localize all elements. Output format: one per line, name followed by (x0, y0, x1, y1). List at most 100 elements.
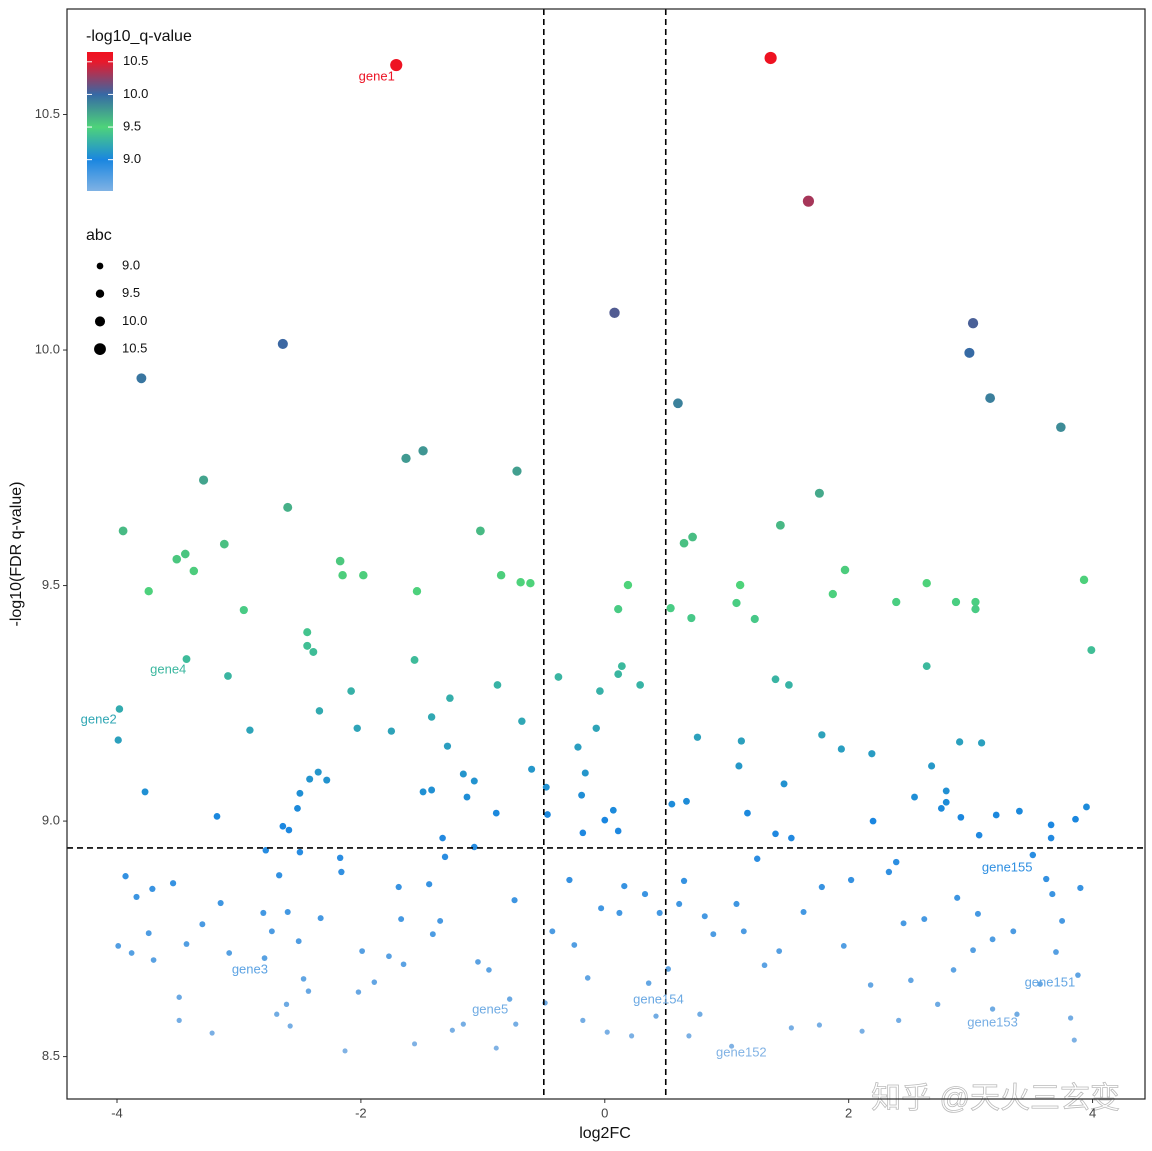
point (114, 736, 122, 744)
point (426, 881, 433, 888)
point (1014, 1011, 1020, 1017)
point (828, 589, 837, 599)
point (459, 770, 467, 778)
point (513, 1021, 519, 1027)
point (199, 921, 206, 928)
point (975, 831, 983, 839)
point (446, 694, 454, 702)
gene-label: gene155 (982, 860, 1033, 875)
point (928, 762, 936, 770)
gene-label: gene154 (633, 992, 684, 1007)
point (144, 587, 153, 596)
colorbar-label: 9.5 (123, 118, 141, 133)
point (437, 917, 444, 924)
point (342, 1048, 348, 1054)
point (180, 549, 190, 559)
point (260, 909, 267, 916)
point (977, 739, 986, 747)
point (1077, 884, 1084, 892)
point (1029, 851, 1037, 859)
point (818, 731, 826, 739)
point (128, 950, 135, 956)
gene-label: gene153 (967, 1015, 1018, 1030)
point (395, 883, 402, 891)
x-axis-title: log2FC (579, 1125, 631, 1142)
point (183, 941, 190, 947)
point (776, 948, 783, 954)
gene-label: gene5 (472, 1001, 508, 1016)
point (460, 1021, 466, 1027)
point (580, 1017, 586, 1023)
point (176, 994, 182, 1000)
point (496, 570, 506, 580)
point (636, 681, 644, 689)
point (136, 373, 147, 384)
point (141, 788, 149, 796)
point (688, 532, 697, 542)
point (411, 1041, 418, 1047)
point (896, 1017, 902, 1023)
point (427, 713, 436, 721)
point (359, 570, 368, 580)
point (133, 893, 140, 900)
point (950, 967, 957, 973)
point (285, 826, 293, 834)
point (710, 931, 717, 938)
point (992, 811, 1000, 819)
point (971, 604, 980, 614)
point (398, 916, 405, 923)
point (544, 811, 551, 818)
point (176, 1017, 182, 1023)
point (294, 804, 301, 812)
point (951, 597, 961, 607)
point (764, 51, 777, 65)
point (900, 920, 907, 927)
point (956, 738, 964, 746)
point (1056, 422, 1066, 433)
point (942, 798, 950, 806)
point (598, 905, 605, 912)
point (246, 726, 254, 734)
point (419, 788, 427, 796)
point (893, 858, 900, 866)
point (410, 656, 419, 664)
point (486, 967, 492, 973)
point (443, 742, 452, 750)
gene-label: gene1 (359, 68, 395, 83)
point (279, 822, 287, 830)
point (276, 872, 283, 879)
point (172, 554, 182, 564)
point (645, 980, 652, 986)
point (471, 843, 478, 851)
point (506, 996, 513, 1002)
point (528, 765, 536, 773)
point (621, 882, 628, 890)
point (802, 195, 815, 207)
point (697, 1011, 703, 1017)
point (1037, 981, 1043, 987)
point (788, 1025, 794, 1031)
point (578, 791, 586, 799)
plot-frame (66, 8, 1146, 1100)
point (729, 1043, 735, 1049)
point (771, 675, 780, 684)
point (761, 962, 768, 969)
gene-label: gene151 (1025, 975, 1076, 990)
point (693, 733, 702, 741)
point (679, 538, 689, 548)
point (964, 347, 975, 358)
point (300, 976, 307, 982)
point (668, 800, 676, 808)
point (967, 318, 979, 329)
point (686, 1033, 692, 1039)
point (542, 783, 550, 791)
point (386, 953, 392, 960)
size-legend-label: 10.5 (122, 341, 147, 356)
point (623, 580, 633, 590)
point (683, 797, 690, 805)
point (418, 446, 428, 456)
point (295, 938, 302, 945)
point (224, 672, 232, 680)
point (335, 556, 345, 566)
point (653, 1013, 659, 1019)
